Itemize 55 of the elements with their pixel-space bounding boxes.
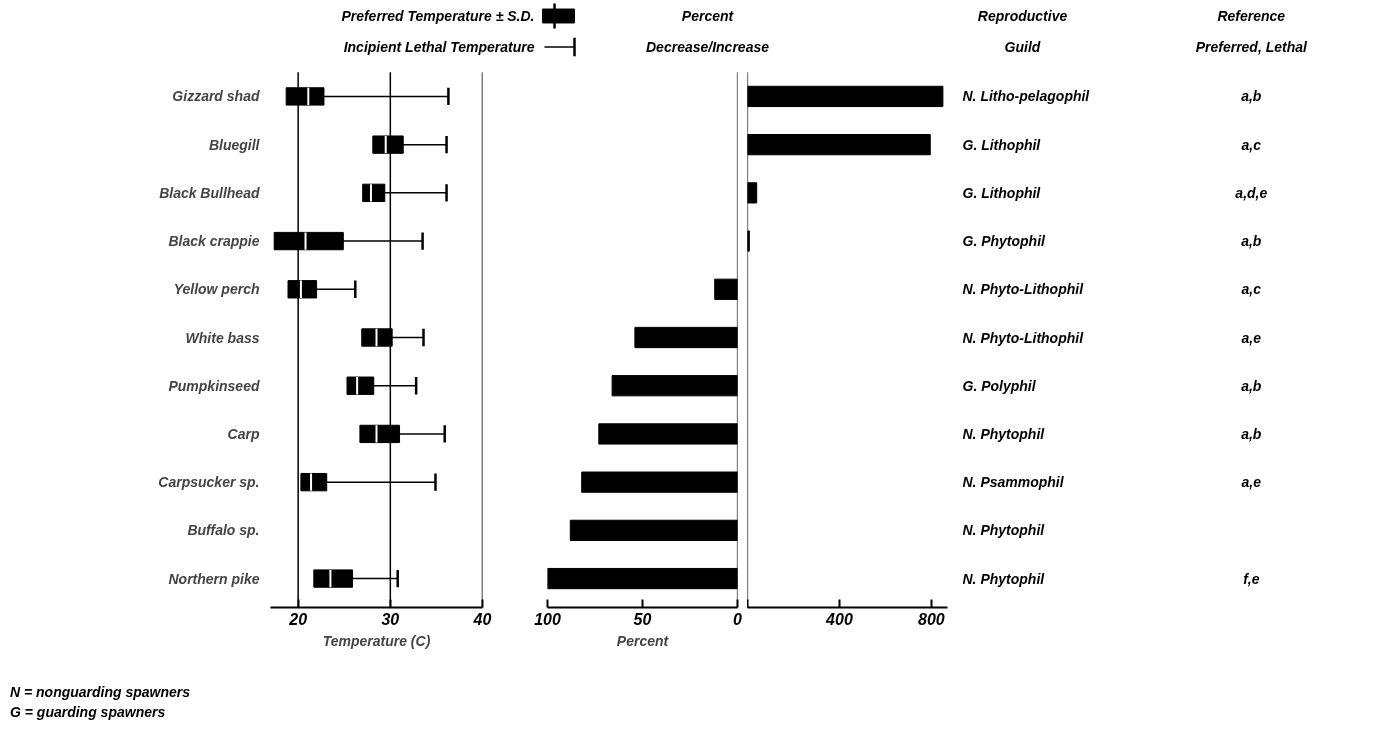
y-tick-label: Buffalo sp. (187, 522, 260, 539)
text: N. Phytophil (962, 522, 1045, 539)
text: N. Litho-pelagophil (962, 88, 1090, 105)
chart-subtitle: Decrease/Increase (646, 39, 770, 55)
text: Incipient Lethal Temperature (343, 39, 535, 55)
text: G. Phytophil (962, 233, 1045, 250)
text: Reproductive (977, 8, 1068, 24)
y-tick-label: Bluegill (208, 136, 261, 153)
y-tick-label: Gizzard shad (172, 88, 260, 105)
text: Reference (1217, 8, 1286, 24)
text: G = guarding spawners (10, 704, 166, 720)
bar (747, 85, 944, 108)
text: f,e (1243, 570, 1260, 587)
y-tick-label: Carp (227, 425, 260, 442)
y-tick-label: Pumpkinseed (168, 377, 260, 394)
text: N. Phytophil (962, 570, 1045, 587)
y-tick-label: Northern pike (168, 570, 260, 587)
x-axis-title: Temperature (C) (322, 632, 431, 649)
y-tick-label: Yellow perch (173, 281, 260, 298)
text: a,c (1241, 281, 1262, 298)
x-tick-label: 40 (472, 610, 492, 628)
text: a,d,e (1235, 184, 1268, 201)
x-tick-label: 30 (381, 610, 400, 628)
text: Preferred, Lethal (1195, 39, 1309, 55)
text: a,b (1241, 425, 1262, 442)
x-tick-label: 50 (633, 610, 652, 628)
text: a,b (1241, 88, 1262, 105)
text: G. Lithophil (962, 136, 1041, 153)
y-tick-label: Black crappie (168, 233, 260, 250)
text: N. Psammophil (962, 474, 1064, 491)
y-tick-label: White bass (185, 329, 260, 346)
text: N = nonguarding spawners (10, 684, 191, 700)
text: a,e (1241, 474, 1262, 491)
text: N. Phytophil (962, 425, 1045, 442)
text: Guild (1004, 39, 1041, 55)
text: N. Phyto-Lithophil (962, 329, 1084, 346)
text: G. Polyphil (962, 377, 1036, 394)
text: N. Phyto-Lithophil (962, 281, 1084, 298)
legend-label: Preferred Temperature ± S.D. (341, 8, 535, 24)
y-tick-label: Black Bullhead (159, 184, 260, 201)
y-tick-label: Carpsucker sp. (158, 474, 260, 491)
bar (747, 182, 758, 204)
x-tick-label: 20 (288, 610, 308, 628)
x-tick-label: 400 (825, 610, 853, 628)
x-tick-label: 0 (733, 610, 743, 628)
text: a,e (1241, 329, 1262, 346)
text: G. Lithophil (962, 184, 1041, 201)
bar (747, 134, 931, 156)
text: a,b (1241, 377, 1262, 394)
x-axis-title: Percent (681, 8, 735, 24)
x-tick-label: 100 (534, 610, 561, 628)
text: a,c (1241, 136, 1262, 153)
x-tick-label: 800 (918, 610, 945, 628)
text: Percent (616, 632, 670, 649)
text: a,b (1241, 233, 1262, 250)
